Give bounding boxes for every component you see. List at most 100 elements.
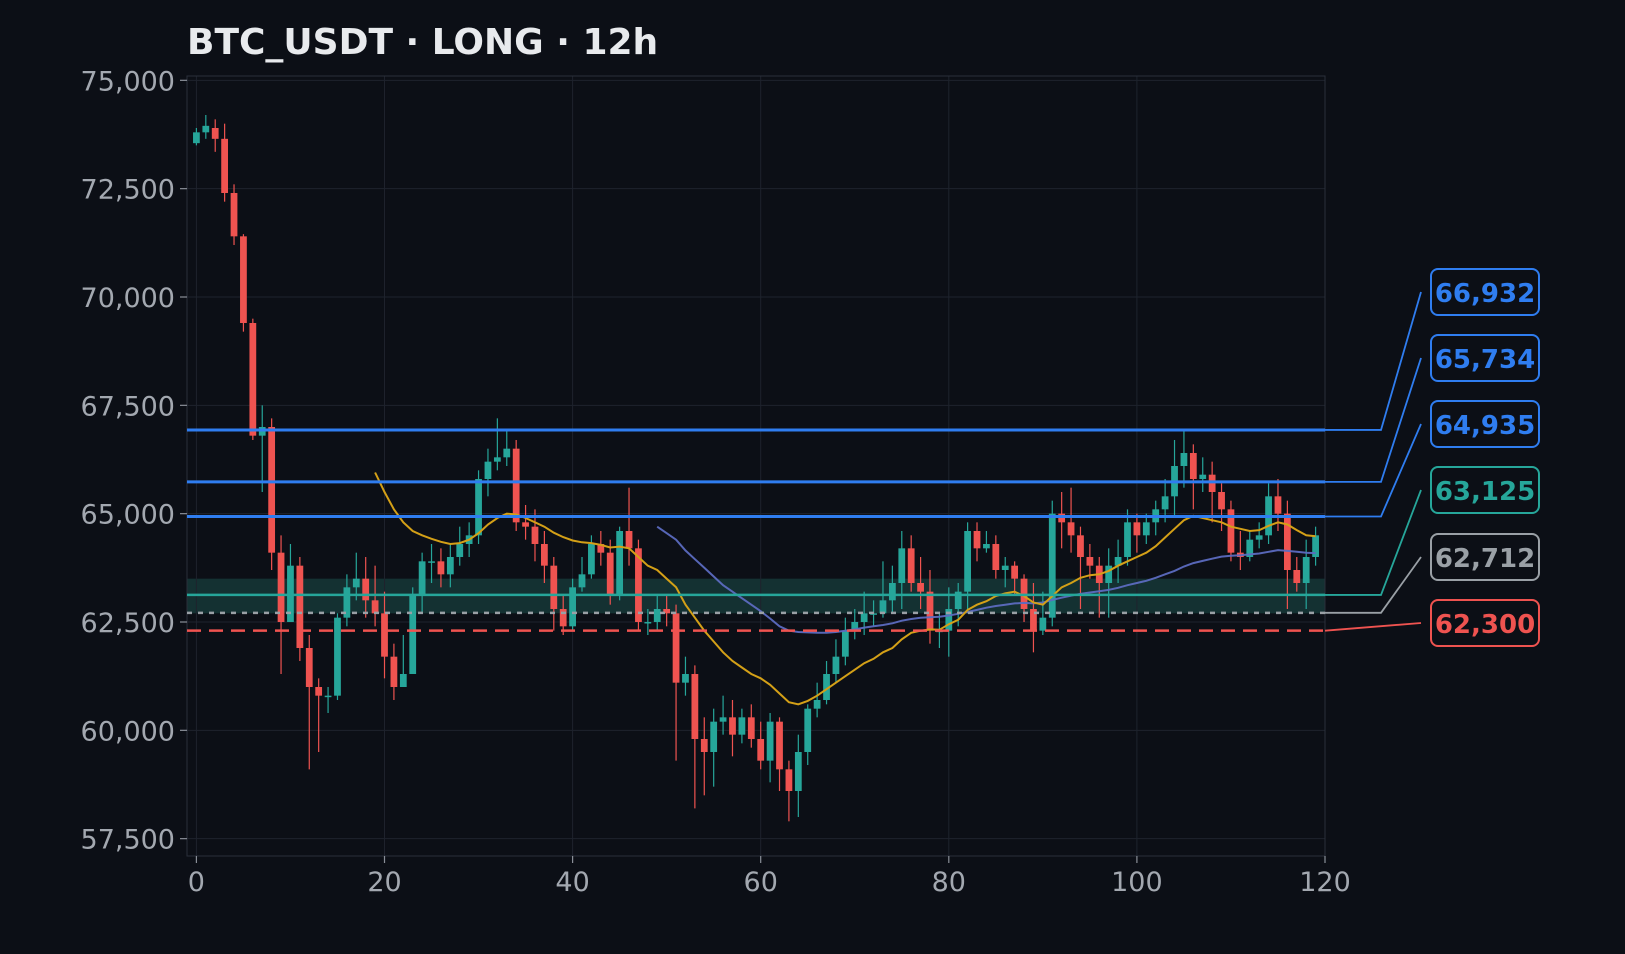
candle-63 <box>785 760 793 822</box>
candle-47 <box>635 539 642 631</box>
candle-24 <box>418 552 426 614</box>
candle-body <box>352 578 360 588</box>
candle-body <box>512 448 520 523</box>
candle-5 <box>240 234 247 332</box>
candle-body <box>193 132 200 144</box>
candle-body <box>719 717 727 722</box>
candle-body <box>230 193 238 237</box>
candle-body <box>1180 453 1188 466</box>
level-tag-label: 66,932 <box>1435 279 1535 309</box>
y-tick-label-67500: 67,500 <box>81 391 175 422</box>
candle-114 <box>1265 483 1272 544</box>
candle-body <box>1283 513 1291 570</box>
candle-body <box>475 479 482 536</box>
candle-31 <box>484 448 492 497</box>
candle-33 <box>503 431 511 466</box>
candle-69 <box>841 617 849 666</box>
candle-40 <box>569 578 576 631</box>
candle-80 <box>945 587 953 657</box>
candle-body <box>493 457 501 462</box>
candle-body <box>983 544 990 549</box>
candle-22 <box>399 635 407 687</box>
candle-102 <box>1152 500 1160 536</box>
candle-body <box>390 656 398 687</box>
candle-body <box>1058 513 1066 523</box>
candle-body <box>437 561 445 575</box>
level-tag-label: 62,300 <box>1435 610 1535 640</box>
candle-body <box>1039 617 1047 631</box>
candle-body <box>898 548 906 583</box>
candle-body <box>917 583 924 592</box>
candle-body <box>428 561 435 563</box>
candle-body <box>907 548 915 583</box>
candle-body <box>766 721 774 761</box>
candle-body <box>1227 509 1235 553</box>
candle-4 <box>230 184 238 245</box>
candle-77 <box>917 557 924 609</box>
candle-body <box>503 448 511 458</box>
level-tag-label: 64,935 <box>1435 411 1535 441</box>
candle-body <box>663 609 671 614</box>
candle-body <box>484 461 492 479</box>
candle-body <box>371 600 379 614</box>
candle-119 <box>1312 526 1319 566</box>
level-tag-box <box>1430 466 1540 514</box>
candle-body <box>776 721 783 770</box>
level-tag-box <box>1430 268 1540 316</box>
candle-86 <box>1001 557 1009 588</box>
candle-body <box>747 717 755 739</box>
candle-body <box>240 236 247 323</box>
candle-body <box>1293 570 1301 583</box>
candle-body <box>992 544 1000 570</box>
candle-body <box>653 609 661 622</box>
candle-110 <box>1227 500 1235 562</box>
candle-body <box>578 574 586 588</box>
candle-body <box>1255 535 1263 540</box>
candle-body <box>860 613 868 622</box>
candle-body <box>569 587 576 627</box>
candle-body <box>1077 535 1084 557</box>
candle-9 <box>277 535 285 674</box>
candle-body <box>841 630 849 657</box>
level-tag-entry-3: 63,125 <box>1430 466 1540 514</box>
chart-title: BTC_USDT · LONG · 12h <box>187 22 658 63</box>
candle-39 <box>559 596 567 635</box>
candle-body <box>1302 557 1310 583</box>
candle-body <box>1001 565 1009 570</box>
moving-averages-layer <box>374 472 1316 706</box>
candle-body <box>588 544 595 575</box>
candle-body <box>343 587 351 618</box>
candle-73 <box>879 561 887 618</box>
candle-body <box>832 656 840 674</box>
candle-body <box>954 591 962 609</box>
y-tick-label-62500: 62,500 <box>81 608 175 639</box>
candle-60 <box>757 721 765 770</box>
candle-76 <box>907 535 915 592</box>
candle-body <box>1011 565 1019 579</box>
level-tag-label: 63,125 <box>1435 477 1535 507</box>
candle-104 <box>1171 440 1178 518</box>
level-tag-stop_loss-5: 62,300 <box>1430 599 1540 647</box>
candle-2 <box>211 119 219 152</box>
level-tag-take_profit-0: 66,932 <box>1430 268 1540 316</box>
candle-117 <box>1293 557 1301 592</box>
candle-113 <box>1255 522 1263 549</box>
candle-body <box>324 695 332 698</box>
candle-112 <box>1246 531 1254 562</box>
candle-body <box>541 544 548 566</box>
grid-layer <box>187 76 1326 856</box>
candle-1 <box>202 115 210 139</box>
candle-50 <box>663 596 671 627</box>
candle-body <box>625 531 633 549</box>
candle-18 <box>362 557 370 618</box>
candle-41 <box>578 557 586 592</box>
candle-body <box>635 548 642 622</box>
candle-body <box>446 557 454 575</box>
candle-body <box>738 717 746 735</box>
candle-35 <box>522 505 529 540</box>
candle-11 <box>296 557 304 661</box>
candle-83 <box>973 522 981 562</box>
candle-body <box>1312 535 1319 557</box>
candle-98 <box>1114 539 1122 583</box>
